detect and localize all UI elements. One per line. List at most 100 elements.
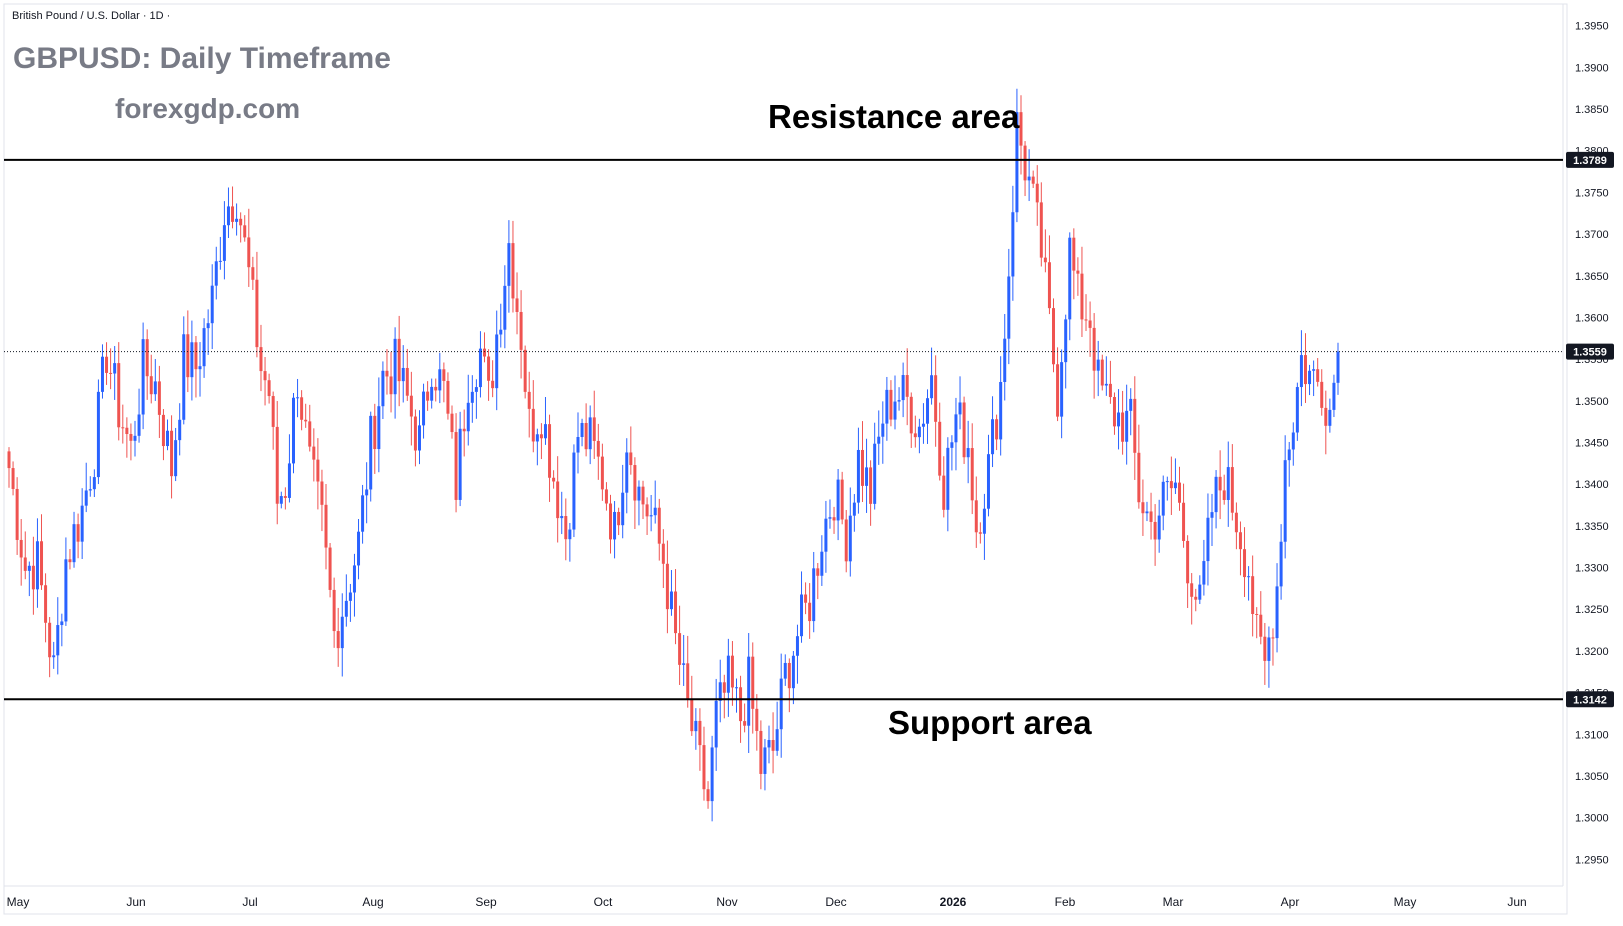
bearish-candle bbox=[1052, 298, 1056, 373]
bearish-candle bbox=[609, 494, 613, 554]
candle-body bbox=[417, 425, 421, 451]
price-tick-label: 1.3350 bbox=[1575, 521, 1609, 533]
bullish-candle bbox=[153, 359, 157, 401]
bearish-candle bbox=[905, 348, 909, 426]
bearish-candle bbox=[11, 461, 15, 496]
bearish-candle bbox=[263, 356, 267, 406]
bearish-candle bbox=[1263, 622, 1267, 685]
bullish-candle bbox=[369, 411, 373, 502]
candle-body bbox=[706, 789, 710, 802]
bullish-candle bbox=[100, 344, 104, 399]
candle-body bbox=[832, 517, 836, 521]
bearish-candle bbox=[661, 529, 665, 589]
candle-body bbox=[462, 428, 466, 432]
bullish-candle bbox=[1295, 382, 1299, 441]
candle-body bbox=[852, 502, 856, 516]
candle-body bbox=[72, 524, 76, 563]
price-tick-label: 1.3700 bbox=[1575, 229, 1609, 241]
candle-body bbox=[1104, 383, 1108, 386]
candle-body bbox=[275, 426, 279, 504]
candle-body bbox=[287, 463, 291, 498]
price-tick-label: 1.3100 bbox=[1575, 729, 1609, 741]
bullish-candle bbox=[1275, 563, 1279, 653]
candle-body bbox=[454, 432, 458, 500]
bearish-candle bbox=[942, 456, 946, 518]
bullish-candle bbox=[885, 376, 889, 441]
bullish-candle bbox=[166, 419, 170, 451]
candle-body bbox=[515, 298, 519, 312]
candle-body bbox=[466, 402, 470, 432]
candle-body bbox=[743, 721, 747, 726]
price-tick-label: 1.3000 bbox=[1575, 813, 1609, 825]
candle-body bbox=[153, 381, 157, 395]
candle-body bbox=[1043, 257, 1047, 263]
candle-body bbox=[409, 395, 413, 417]
bullish-candle bbox=[865, 438, 869, 513]
bullish-candle bbox=[458, 411, 462, 507]
candle-body bbox=[1015, 112, 1019, 213]
candle-body bbox=[271, 396, 275, 427]
price-tick-label: 1.3450 bbox=[1575, 437, 1609, 449]
candle-body bbox=[588, 417, 592, 450]
bearish-candle bbox=[1251, 555, 1255, 637]
bullish-candle bbox=[775, 701, 779, 756]
candle-body bbox=[161, 414, 165, 447]
candle-body bbox=[1263, 636, 1267, 661]
candle-body bbox=[357, 531, 361, 566]
candle-body bbox=[714, 700, 718, 748]
candle-body bbox=[141, 339, 145, 415]
bullish-candle bbox=[747, 633, 751, 754]
candle-body bbox=[1275, 586, 1279, 639]
candle-body bbox=[1251, 576, 1255, 614]
candle-body bbox=[210, 285, 214, 324]
candle-body bbox=[560, 516, 564, 519]
candle-body bbox=[1291, 432, 1295, 450]
candle-body bbox=[76, 524, 80, 542]
candle-body bbox=[519, 311, 523, 350]
candle-body bbox=[279, 496, 283, 504]
candle-body bbox=[259, 347, 263, 372]
bullish-candle bbox=[1161, 475, 1165, 531]
candle-body bbox=[1019, 112, 1023, 146]
bullish-candle bbox=[182, 316, 186, 425]
candle-body bbox=[531, 408, 535, 442]
bullish-candle bbox=[613, 501, 617, 559]
bearish-candle bbox=[771, 712, 775, 774]
symbol-description: British Pound / U.S. Dollar · 1D · bbox=[12, 10, 171, 22]
candle-body bbox=[88, 489, 92, 491]
bullish-candle bbox=[824, 500, 828, 573]
bullish-candle bbox=[214, 246, 218, 300]
candle-body bbox=[1149, 511, 1153, 522]
bearish-candle bbox=[483, 332, 487, 363]
bullish-candle bbox=[1328, 398, 1332, 433]
candle-body bbox=[1007, 276, 1011, 339]
bearish-candle bbox=[511, 220, 515, 313]
candle-body bbox=[958, 402, 962, 415]
bullish-candle bbox=[27, 561, 31, 597]
candle-body bbox=[1328, 409, 1332, 426]
time-tick-label: Apr bbox=[1281, 895, 1300, 909]
price-axis: 1.29501.30001.30501.31001.31501.32001.32… bbox=[1575, 21, 1609, 867]
candle-body bbox=[397, 338, 401, 382]
bearish-candle bbox=[19, 519, 23, 586]
candle-body bbox=[698, 720, 702, 746]
candle-body bbox=[921, 423, 925, 427]
candle-body bbox=[783, 662, 787, 679]
candle-body bbox=[1117, 412, 1121, 427]
candle-body bbox=[316, 459, 320, 482]
bearish-candle bbox=[442, 362, 446, 403]
candle-body bbox=[1259, 614, 1263, 637]
candle-body bbox=[231, 206, 235, 222]
bearish-candle bbox=[320, 469, 324, 532]
bearish-candle bbox=[1043, 229, 1047, 273]
bearish-candle bbox=[722, 674, 726, 719]
bullish-candle bbox=[791, 650, 795, 705]
bearish-candle bbox=[300, 390, 304, 431]
bullish-candle bbox=[1027, 149, 1031, 202]
candle-body bbox=[600, 456, 604, 490]
bearish-candle bbox=[1182, 483, 1186, 548]
bullish-candle bbox=[1226, 441, 1230, 527]
time-tick-label: Jun bbox=[1507, 895, 1526, 909]
candle-body bbox=[873, 443, 877, 504]
bullish-candle bbox=[710, 735, 714, 822]
